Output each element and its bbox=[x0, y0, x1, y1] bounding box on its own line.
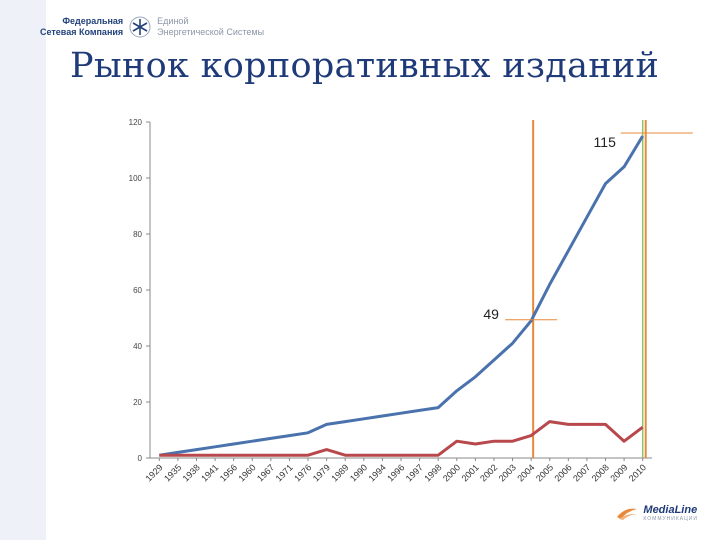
x-tick-label: 2004 bbox=[515, 462, 536, 483]
x-tick-label: 1938 bbox=[181, 462, 202, 483]
series-2-line bbox=[159, 420, 644, 457]
y-tick-label: 60 bbox=[133, 286, 142, 295]
x-tick-label: 1996 bbox=[385, 462, 406, 483]
x-tick-label: 2001 bbox=[460, 462, 481, 483]
x-tick-label: 2009 bbox=[608, 462, 629, 483]
x-tick-label: 2000 bbox=[441, 462, 462, 483]
x-tick-label: 1967 bbox=[255, 462, 276, 483]
x-tick-label: 1971 bbox=[274, 462, 295, 483]
logo-left-line1: Федеральная bbox=[62, 16, 124, 26]
left-decor-strip bbox=[0, 0, 46, 540]
x-tick-label: 2002 bbox=[478, 462, 499, 483]
medialine-name: MediaLine bbox=[643, 504, 698, 516]
y-tick-label: 100 bbox=[129, 174, 143, 183]
logo-left-text: Федеральная Сетевая Компания bbox=[40, 16, 123, 38]
x-tick-label: 1956 bbox=[218, 462, 239, 483]
x-tick-label: 1989 bbox=[329, 462, 350, 483]
x-tick-label: 2006 bbox=[553, 462, 574, 483]
x-tick-label: 1997 bbox=[404, 462, 425, 483]
x-tick-label: 2003 bbox=[497, 462, 518, 483]
company-logo: Федеральная Сетевая Компания Единой Энер… bbox=[40, 16, 264, 38]
x-tick-label: 2008 bbox=[590, 462, 611, 483]
x-tick-label: 2007 bbox=[571, 462, 592, 483]
x-tick-label: 2005 bbox=[534, 462, 555, 483]
x-tick-label: 1941 bbox=[199, 462, 220, 483]
medialine-subtitle: КОММУНИКАЦИИ bbox=[643, 516, 698, 522]
snowflake-icon bbox=[129, 16, 151, 38]
logo-right-line2: Энергетической Системы bbox=[157, 27, 265, 37]
x-tick-label: 1976 bbox=[292, 462, 313, 483]
annotation-label-49: 49 bbox=[483, 306, 499, 322]
page-title: Рынок корпоративных изданий bbox=[70, 46, 660, 86]
swoosh-icon bbox=[617, 508, 638, 520]
logo-right-line1: Единой bbox=[157, 16, 189, 26]
logo-right-text: Единой Энергетической Системы bbox=[157, 16, 264, 38]
y-tick-label: 0 bbox=[138, 454, 143, 463]
x-tick-label: 1998 bbox=[422, 462, 443, 483]
y-tick-label: 120 bbox=[129, 118, 143, 127]
series-1-line bbox=[159, 135, 644, 457]
x-tick-label: 1990 bbox=[348, 462, 369, 483]
y-tick-label: 80 bbox=[133, 230, 142, 239]
logo-left-line2: Сетевая Компания bbox=[40, 27, 124, 37]
y-tick-label: 40 bbox=[133, 342, 142, 351]
x-tick-label: 2010 bbox=[627, 462, 648, 483]
y-tick-label: 20 bbox=[133, 398, 142, 407]
x-tick-label: 1960 bbox=[236, 462, 257, 483]
x-tick-label: 1929 bbox=[143, 462, 164, 483]
medialine-logo: MediaLine КОММУНИКАЦИИ bbox=[615, 504, 698, 522]
x-tick-label: 1994 bbox=[367, 462, 388, 483]
annotation-label-115: 115 bbox=[594, 134, 617, 150]
x-tick-label: 1979 bbox=[311, 462, 332, 483]
x-tick-label: 1935 bbox=[162, 462, 183, 483]
